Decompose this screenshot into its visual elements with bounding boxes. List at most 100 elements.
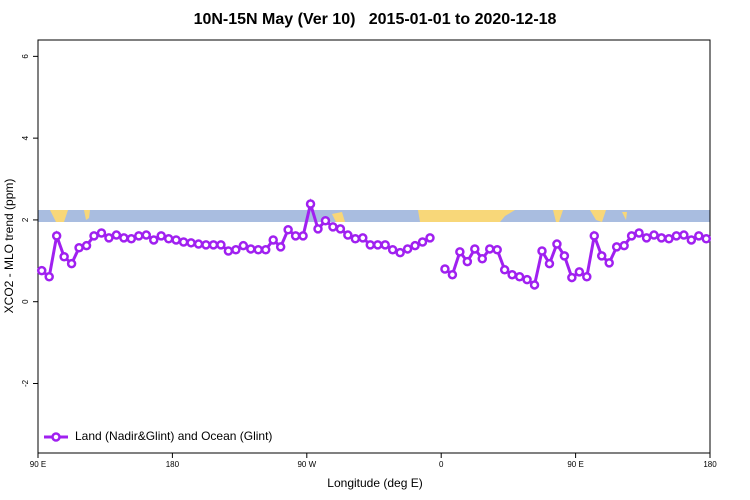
data-point	[81, 240, 92, 251]
data-point	[387, 245, 398, 255]
data-point	[604, 258, 614, 268]
data-point	[679, 230, 689, 240]
data-point	[148, 235, 159, 245]
data-point	[119, 233, 129, 243]
data-point	[313, 224, 323, 234]
data-point	[320, 215, 331, 226]
legend-label: Land (Nadir&Glint) and Ocean (Glint)	[75, 429, 272, 443]
data-point	[268, 235, 278, 245]
data-point	[260, 245, 271, 255]
data-point	[141, 230, 152, 240]
data-point	[664, 233, 674, 244]
data-point	[365, 240, 376, 250]
data-point	[343, 230, 353, 240]
data-point	[477, 254, 488, 264]
x-tick-label: 90 E	[30, 460, 46, 469]
data-point	[350, 233, 361, 244]
data-point	[656, 233, 667, 243]
data-point	[425, 233, 435, 243]
data-point	[36, 265, 47, 276]
data-point	[283, 224, 293, 235]
data-point	[253, 245, 264, 255]
data-point	[223, 246, 234, 256]
data-point	[380, 240, 390, 250]
plot-frame	[37, 39, 711, 454]
data-point	[96, 228, 107, 238]
data-point	[641, 233, 652, 243]
data-point	[186, 238, 196, 248]
data-point	[59, 251, 69, 262]
data-point	[544, 258, 555, 269]
data-point	[596, 251, 607, 261]
data-point	[328, 222, 338, 232]
data-point	[126, 233, 137, 244]
data-point	[649, 230, 659, 240]
data-point	[402, 244, 413, 254]
data-point	[89, 231, 99, 241]
data-point	[514, 272, 525, 282]
y-tick-label: -2	[21, 379, 30, 387]
data-point	[44, 272, 54, 282]
data-point	[178, 237, 189, 247]
y-tick-label: 2	[21, 217, 30, 222]
data-point	[163, 233, 174, 244]
data-point	[567, 272, 577, 283]
data-point	[372, 240, 383, 250]
data-point	[290, 231, 301, 241]
legend-marker	[51, 432, 61, 442]
data-point	[686, 235, 697, 245]
data-point	[455, 247, 465, 257]
y-tick-label: 6	[21, 54, 30, 59]
data-point	[619, 240, 629, 251]
data-point	[626, 231, 637, 241]
data-point	[611, 242, 622, 252]
data-point	[507, 269, 517, 280]
data-point	[462, 256, 473, 267]
data-point	[193, 239, 204, 249]
data-point	[275, 242, 286, 252]
data-point	[395, 247, 405, 258]
data-point	[104, 233, 114, 243]
data-point	[156, 231, 166, 241]
data-point	[417, 237, 428, 247]
x-tick-label: 90 E	[567, 460, 583, 469]
data-point	[634, 228, 644, 238]
data-point	[134, 231, 144, 241]
data-point	[410, 240, 420, 251]
x-tick-label: 180	[703, 460, 717, 469]
data-point	[492, 245, 502, 255]
data-point	[671, 231, 682, 241]
data-point	[694, 231, 704, 241]
data-point	[66, 258, 77, 269]
data-point	[246, 244, 256, 254]
data-point	[298, 231, 308, 241]
data-point	[582, 272, 592, 282]
data-point	[447, 269, 458, 280]
data-point	[171, 235, 181, 245]
x-tick-label: 180	[166, 460, 180, 469]
data-point	[522, 274, 532, 285]
data-point	[305, 199, 316, 209]
map-strip	[38, 210, 710, 222]
data-point	[335, 224, 346, 234]
data-point	[201, 240, 211, 250]
data-point	[238, 240, 249, 251]
data-point	[537, 246, 547, 256]
data-point	[470, 244, 480, 254]
data-point	[358, 233, 368, 243]
data-point	[216, 240, 226, 250]
y-axis-label: XCO2 - MLO trend (ppm)	[2, 179, 16, 314]
data-point	[51, 231, 62, 241]
data-point	[499, 265, 510, 275]
chart-title: 10N-15N May (Ver 10) 2015-01-01 to 2020-…	[194, 11, 557, 28]
data-point	[484, 244, 495, 254]
data-point	[529, 280, 540, 290]
data-point	[208, 240, 219, 250]
data-point	[231, 245, 241, 255]
data-point	[552, 239, 562, 249]
data-point	[111, 230, 122, 240]
x-tick-label: 90 W	[297, 460, 316, 469]
data-point	[589, 231, 600, 241]
data-point	[74, 242, 84, 253]
